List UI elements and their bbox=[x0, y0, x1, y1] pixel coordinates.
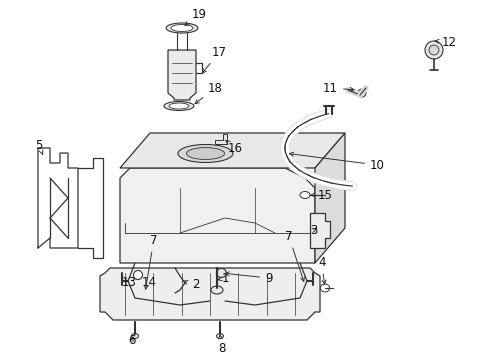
Ellipse shape bbox=[171, 24, 193, 32]
Text: 9: 9 bbox=[225, 271, 272, 284]
Ellipse shape bbox=[186, 148, 224, 159]
Polygon shape bbox=[120, 133, 345, 168]
Ellipse shape bbox=[165, 23, 198, 33]
Text: 11: 11 bbox=[323, 81, 353, 95]
Ellipse shape bbox=[131, 333, 138, 338]
Text: 12: 12 bbox=[434, 36, 456, 49]
Text: 19: 19 bbox=[184, 8, 206, 26]
Text: 6: 6 bbox=[128, 333, 135, 346]
Ellipse shape bbox=[210, 286, 223, 294]
Ellipse shape bbox=[216, 333, 223, 338]
Text: 2: 2 bbox=[183, 279, 199, 292]
Text: 5: 5 bbox=[35, 139, 43, 154]
Ellipse shape bbox=[169, 103, 189, 109]
Ellipse shape bbox=[320, 284, 329, 292]
Polygon shape bbox=[120, 168, 314, 263]
Text: 18: 18 bbox=[195, 81, 223, 104]
Text: 16: 16 bbox=[225, 140, 243, 154]
Polygon shape bbox=[215, 134, 226, 144]
Text: 8: 8 bbox=[218, 335, 225, 355]
Ellipse shape bbox=[428, 45, 438, 55]
Text: 3: 3 bbox=[309, 224, 317, 237]
Text: 7: 7 bbox=[285, 230, 304, 281]
Ellipse shape bbox=[299, 192, 309, 198]
Ellipse shape bbox=[133, 270, 142, 279]
Text: 14: 14 bbox=[142, 276, 157, 289]
Ellipse shape bbox=[424, 41, 442, 59]
Polygon shape bbox=[168, 50, 196, 100]
Ellipse shape bbox=[216, 269, 226, 278]
Text: 7: 7 bbox=[144, 234, 157, 289]
Polygon shape bbox=[314, 133, 345, 263]
Text: 17: 17 bbox=[202, 45, 226, 73]
Text: 13: 13 bbox=[122, 276, 137, 289]
Text: 15: 15 bbox=[310, 189, 332, 202]
Ellipse shape bbox=[178, 144, 232, 162]
Text: 10: 10 bbox=[289, 152, 384, 171]
Text: 4: 4 bbox=[317, 256, 325, 284]
Ellipse shape bbox=[163, 102, 194, 111]
Polygon shape bbox=[309, 213, 329, 248]
Polygon shape bbox=[100, 268, 319, 320]
Ellipse shape bbox=[357, 89, 365, 97]
Text: 1: 1 bbox=[218, 271, 229, 284]
